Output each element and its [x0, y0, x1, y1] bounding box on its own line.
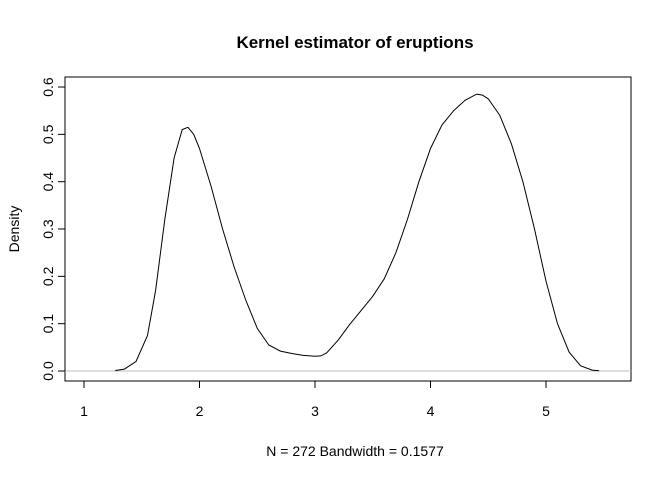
y-tick-label: 0.6 [40, 77, 56, 97]
density-line [115, 93, 600, 372]
y-axis-label: Density [6, 206, 22, 253]
x-tick-label: 2 [196, 403, 204, 419]
y-tick-label: 0.2 [40, 266, 56, 286]
y-tick-label: 0.5 [40, 124, 56, 144]
y-axis: 0.0 0.1 0.2 0.3 0.4 0.5 0.6 [40, 77, 66, 381]
y-tick-label: 0.3 [40, 219, 56, 239]
y-tick-label: 0.4 [40, 172, 56, 192]
y-tick-label: 0.0 [40, 361, 56, 381]
x-axis: 1 2 3 4 5 [80, 380, 550, 419]
x-tick-label: 3 [311, 403, 319, 419]
x-tick-label: 5 [542, 403, 550, 419]
y-tick-label: 0.1 [40, 314, 56, 334]
plot-frame [64, 76, 632, 382]
x-tick-label: 1 [80, 403, 88, 419]
chart-title: Kernel estimator of eruptions [236, 33, 473, 52]
x-axis-label: N = 272 Bandwidth = 0.1577 [266, 443, 444, 459]
x-tick-label: 4 [427, 403, 435, 419]
